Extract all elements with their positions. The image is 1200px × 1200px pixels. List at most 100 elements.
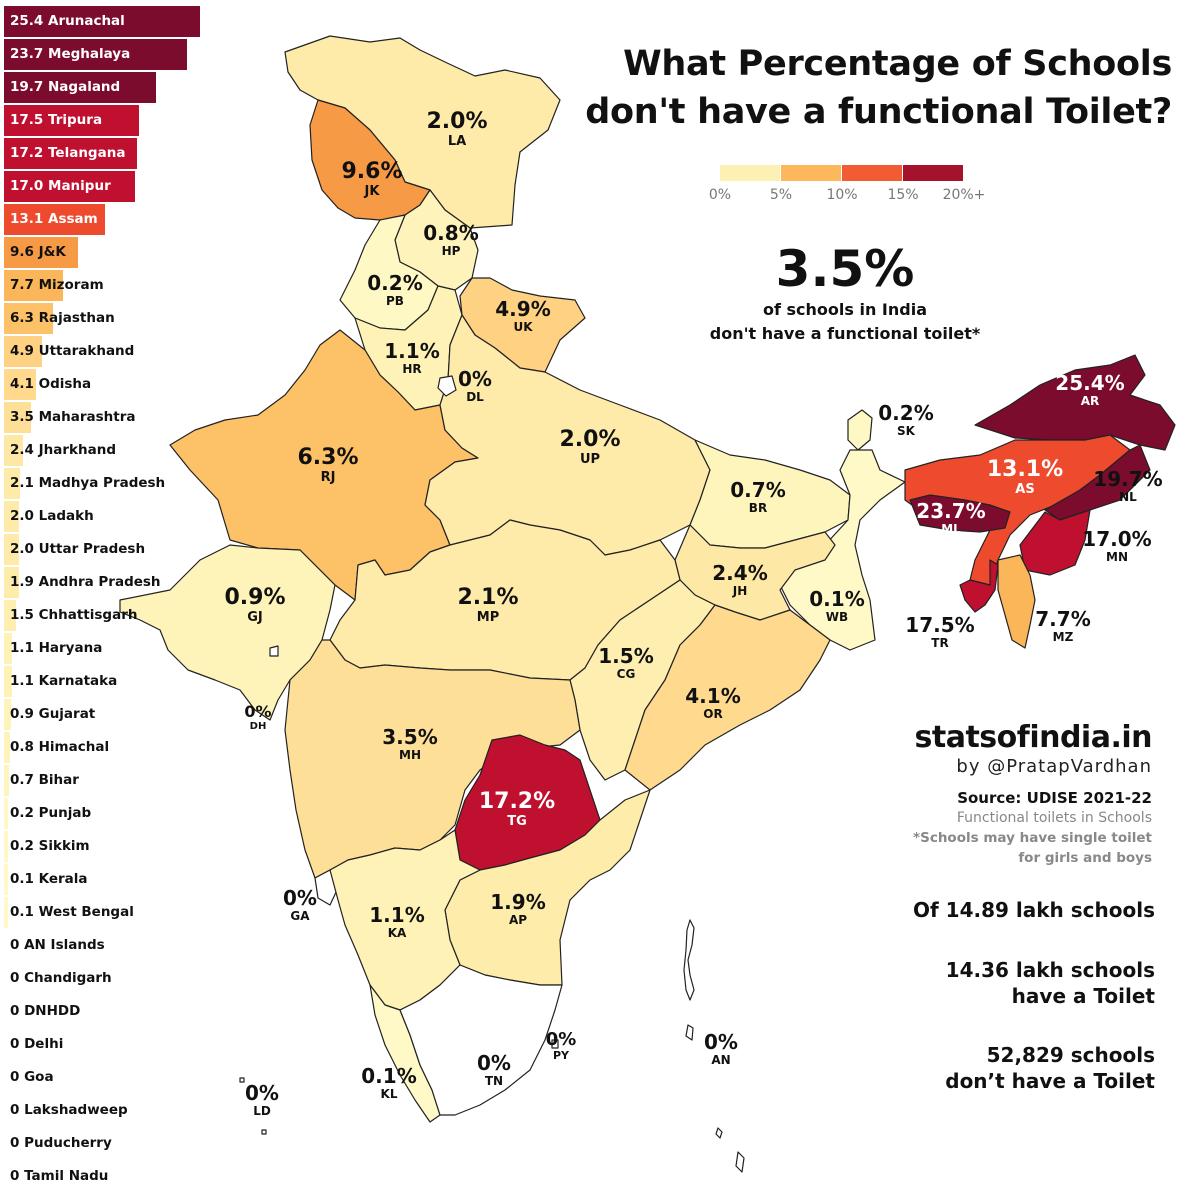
map-code-an: AN — [711, 1053, 730, 1067]
map-label-ld: 0%LD — [245, 1081, 279, 1118]
legend-swatch-2 — [842, 165, 902, 181]
ranking-bar — [4, 39, 187, 70]
map-label-or: 4.1%OR — [685, 684, 740, 721]
title-line-1: What Percentage of Schools — [623, 44, 1172, 84]
stat-with-toilet: 14.36 lakh schools have a Toilet — [946, 957, 1155, 1009]
ranking-bar — [4, 765, 10, 796]
ranking-label: 0 Tamil Nadu — [10, 1168, 109, 1184]
page-title: What Percentage of Schools don't have a … — [532, 40, 1172, 136]
map-label-br: 0.7%BR — [730, 478, 785, 515]
map-code-ga: GA — [290, 909, 310, 923]
ranking-label: 0 DNHDD — [10, 1003, 81, 1019]
map-label-up: 2.0%UP — [559, 427, 620, 467]
ranking-bar — [4, 897, 8, 928]
source-note: *Schools may have single toilet for girl… — [913, 828, 1152, 868]
map-code-pb: PB — [386, 294, 404, 308]
map-code-hp: HP — [442, 244, 461, 258]
ranking-label: 19.7 Nagaland — [10, 79, 121, 95]
legend-swatch-3 — [903, 165, 963, 181]
map-label-ap: 1.9%AP — [490, 890, 545, 927]
map-code-up: UP — [580, 452, 600, 467]
map-value-la: 2.0% — [426, 109, 487, 134]
ranking-label: 0.1 West Bengal — [10, 904, 134, 920]
map-code-wb: WB — [826, 610, 848, 624]
map-label-an: 0%AN — [704, 1030, 738, 1067]
region-or — [624, 604, 831, 791]
map-label-nl: 19.7%NL — [1093, 467, 1162, 504]
map-code-mp: MP — [477, 610, 499, 625]
ranking-bar — [4, 798, 8, 829]
map-label-jk: 9.6%JK — [341, 159, 402, 199]
stat-with-toilet-line-1: 14.36 lakh schools — [945, 958, 1155, 982]
region-mn — [1019, 509, 1091, 576]
stat-total-line: Of 14.89 lakh schools — [913, 898, 1155, 922]
region-dl — [437, 375, 457, 397]
map-value-ka: 1.1% — [369, 903, 424, 927]
map-value-tn: 0% — [477, 1051, 511, 1075]
ranking-bar — [4, 303, 53, 334]
brand-byline: by @PratapVardhan — [956, 756, 1152, 777]
map-value-tg: 17.2% — [479, 789, 555, 814]
ranking-label: 0.2 Sikkim — [10, 838, 90, 854]
map-code-mz: MZ — [1053, 630, 1074, 644]
map-code-la: LA — [448, 134, 466, 149]
ranking-label: 17.0 Manipur — [10, 178, 111, 194]
map-value-up: 2.0% — [559, 427, 620, 452]
brand-block: statsofindia.in by @PratapVardhan — [915, 720, 1153, 778]
ranking-label: 0 Goa — [10, 1069, 54, 1085]
map-label-ga: 0%GA — [283, 886, 317, 923]
map-label-dh: 0%DH — [244, 702, 271, 732]
ranking-bar — [4, 633, 13, 664]
map-value-as: 13.1% — [987, 457, 1063, 482]
map-value-or: 4.1% — [685, 684, 740, 708]
ranking-bar — [4, 237, 79, 268]
map-code-hr: HR — [402, 362, 421, 376]
legend-tick-0: 0% — [708, 187, 732, 203]
legend-tick-2: 10% — [826, 187, 858, 203]
region-dh — [269, 645, 279, 657]
map-label-tn: 0%TN — [477, 1051, 511, 1088]
map-label-cg: 1.5%CG — [598, 644, 653, 681]
legend-tick-4: 20%+ — [942, 187, 986, 203]
map-value-ld: 0% — [245, 1081, 279, 1105]
map-code-ka: KA — [388, 926, 407, 940]
legend-tick-3: 15% — [887, 187, 919, 203]
national-caption-line-2: don't have a functional toilet* — [709, 324, 981, 343]
map-code-jh: JH — [732, 584, 748, 598]
ranking-label: 0 Puducherry — [10, 1135, 112, 1151]
map-code-ld: LD — [253, 1104, 271, 1118]
ranking-label: 1.5 Chhattisgarh — [10, 607, 138, 623]
map-code-or: OR — [703, 707, 722, 721]
region-wb — [779, 449, 906, 651]
ranking-bar — [4, 402, 31, 433]
ranking-label: 2.0 Uttar Pradesh — [10, 541, 146, 557]
map-label-hr: 1.1%HR — [384, 339, 439, 376]
map-code-mn: MN — [1106, 550, 1128, 564]
map-label-pb: 0.2%PB — [367, 271, 422, 308]
ranking-bar — [4, 567, 19, 598]
ranking-bar — [4, 336, 42, 367]
ranking-label: 0.9 Gujarat — [10, 706, 96, 722]
map-label-as: 13.1%AS — [987, 457, 1063, 497]
map-value-cg: 1.5% — [598, 644, 653, 668]
ranking-label: 23.7 Meghalaya — [10, 46, 131, 62]
region-tr — [959, 559, 999, 613]
region-ar — [974, 354, 1176, 451]
map-value-pb: 0.2% — [367, 271, 422, 295]
map-label-hp: 0.8%HP — [423, 221, 478, 258]
legend-swatch-1 — [781, 165, 841, 181]
ranking-label: 0.2 Punjab — [10, 805, 92, 821]
map-code-tn: TN — [485, 1074, 503, 1088]
legend-swatch-0 — [720, 165, 780, 181]
region-sk — [847, 409, 873, 451]
stat-without-toilet-line-1: 52,829 schools — [986, 1043, 1155, 1067]
map-label-mh: 3.5%MH — [382, 725, 437, 762]
region-tn — [399, 964, 563, 1116]
map-code-ap: AP — [509, 913, 527, 927]
map-code-br: BR — [749, 501, 767, 515]
map-value-nl: 19.7% — [1093, 467, 1162, 491]
map-code-tr: TR — [931, 636, 948, 650]
map-label-mz: 7.7%MZ — [1035, 607, 1090, 644]
ranking-label: 17.5 Tripura — [10, 112, 103, 128]
map-code-dl: DL — [466, 390, 484, 404]
